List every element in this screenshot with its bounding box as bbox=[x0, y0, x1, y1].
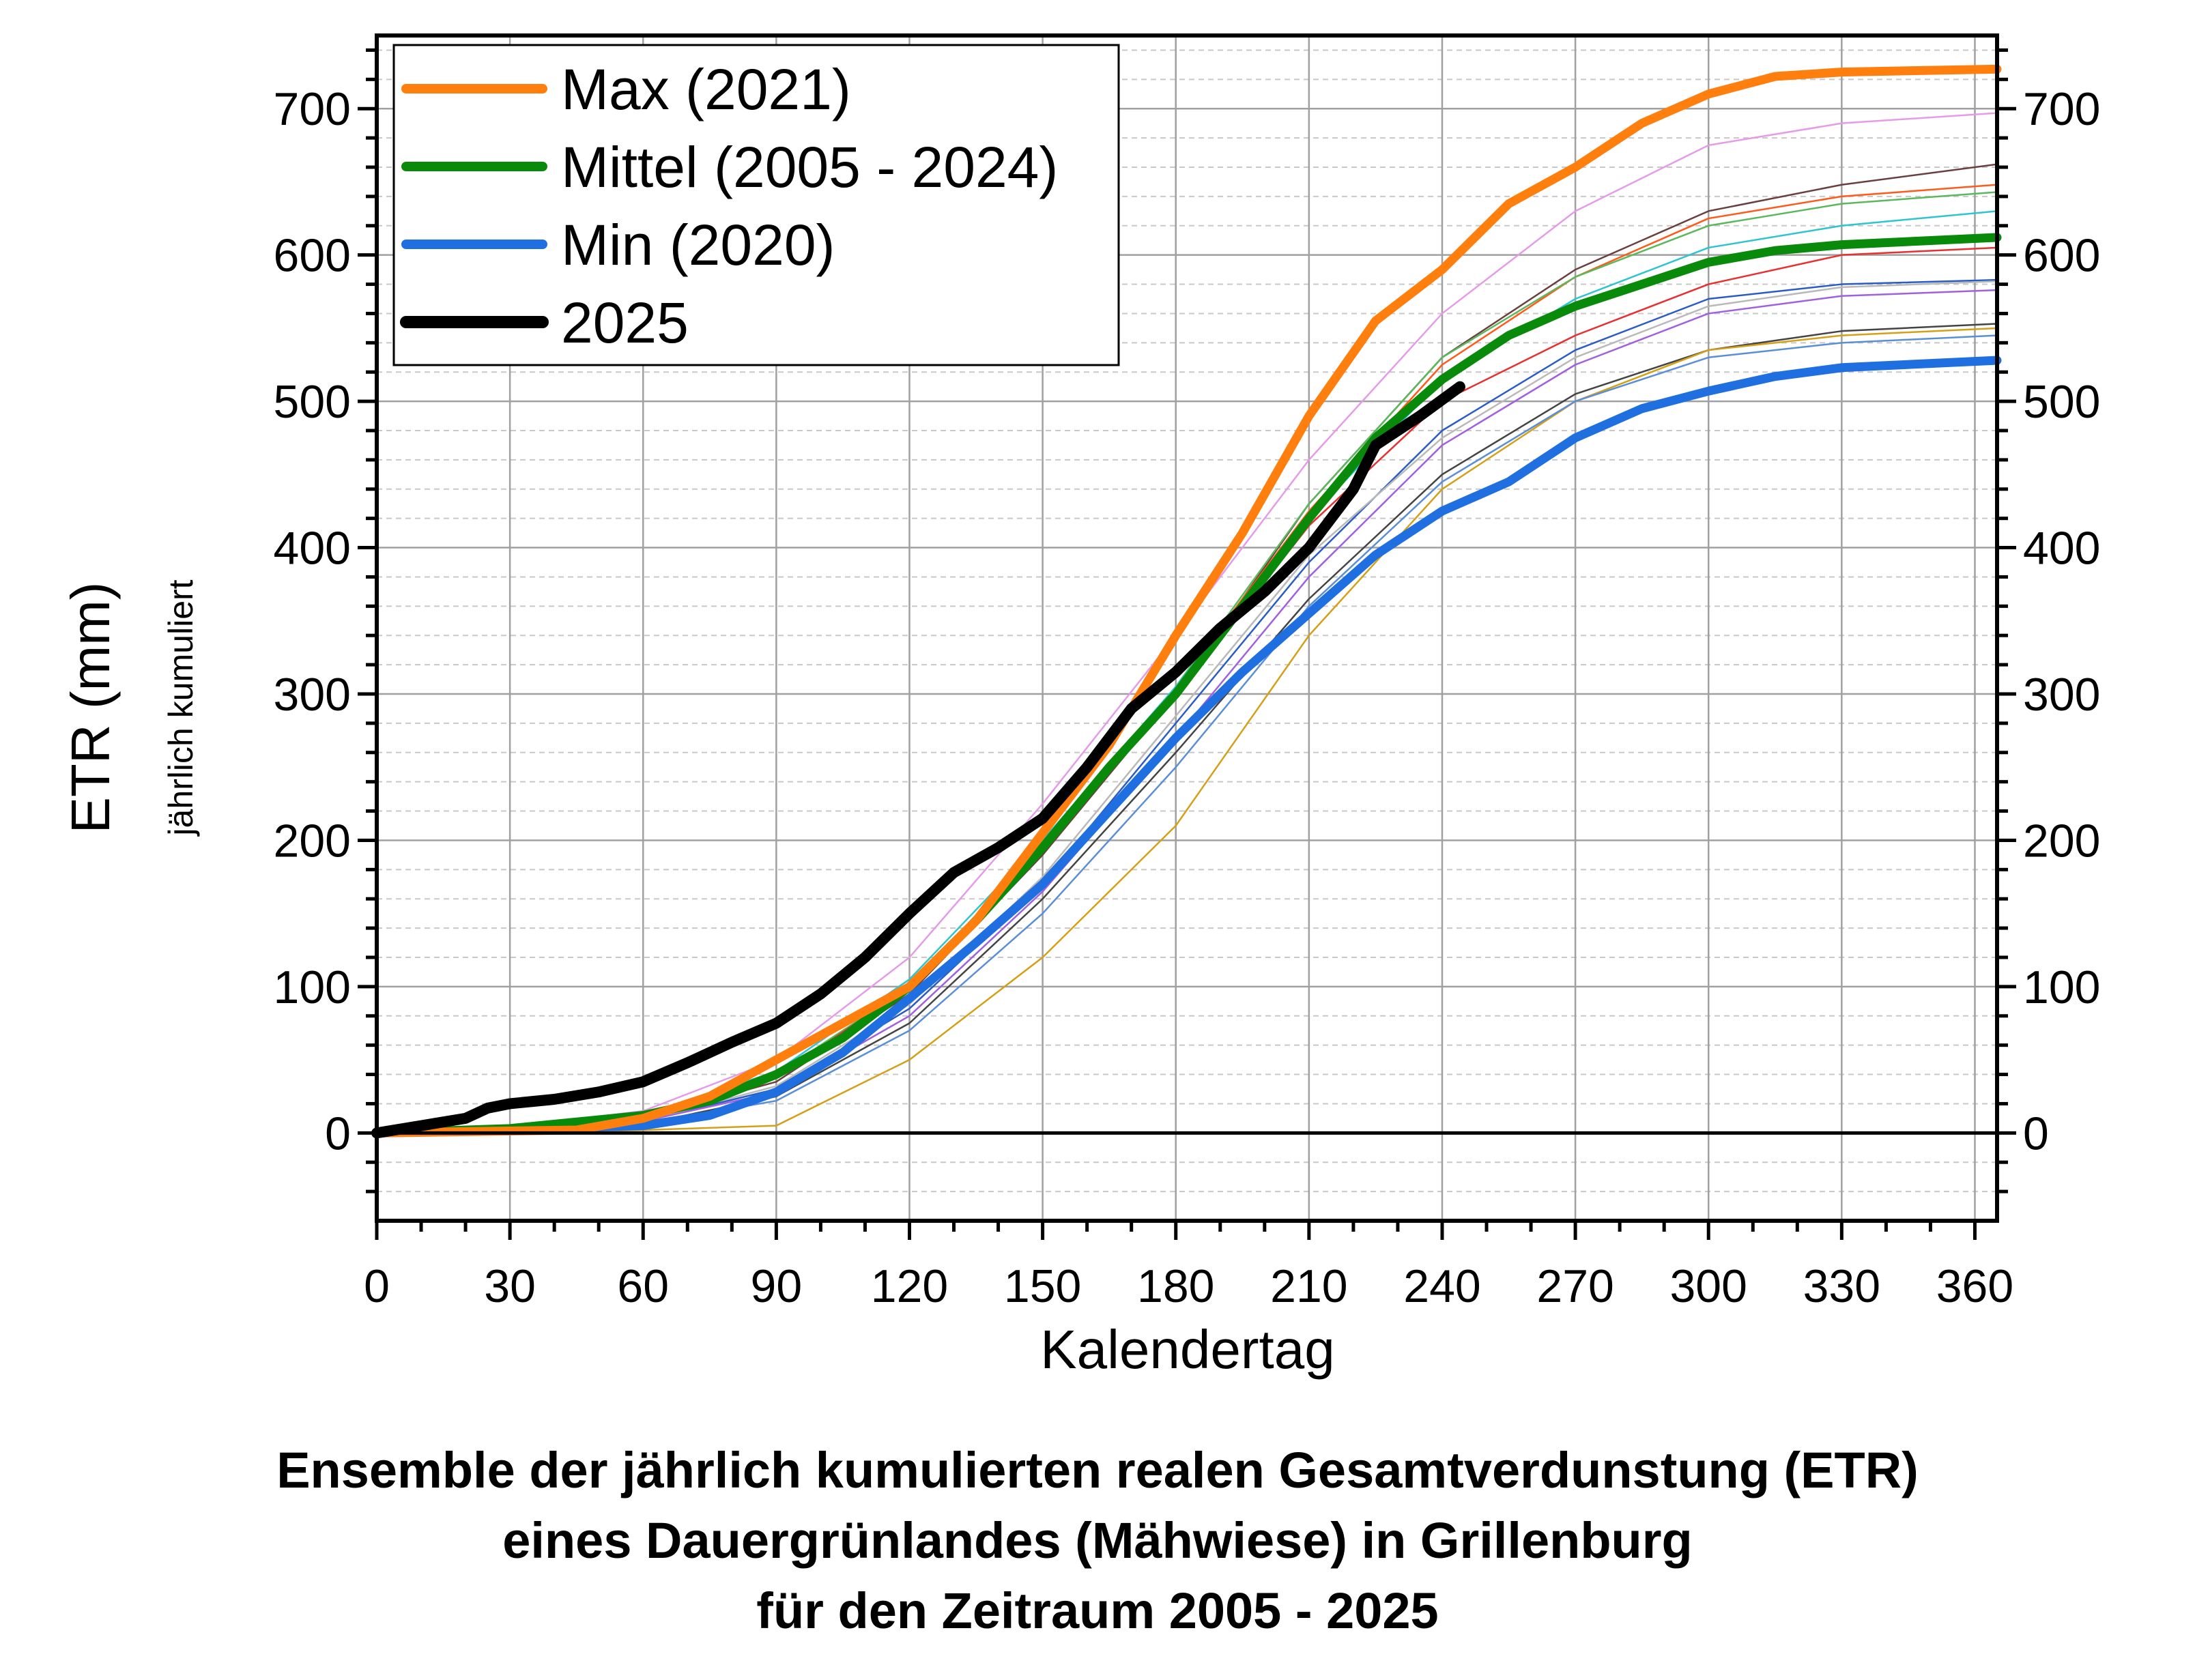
y-tick-label-left: 200 bbox=[274, 815, 351, 867]
y-tick-label-left: 600 bbox=[274, 230, 351, 282]
y-axis-sublabel: jährlich kumuliert bbox=[162, 579, 200, 837]
ensemble-line bbox=[376, 278, 1998, 1134]
chart-title-line-2: eines Dauergrünlandes (Mähwiese) in Gril… bbox=[502, 1512, 1692, 1569]
y-tick-label-left: 700 bbox=[274, 83, 351, 135]
x-tick-label: 90 bbox=[751, 1260, 803, 1312]
y-tick-label-right: 0 bbox=[2023, 1107, 2049, 1159]
x-tick-label: 210 bbox=[1270, 1260, 1347, 1312]
plot-frame bbox=[375, 33, 1999, 1223]
y-tick-label-left: 500 bbox=[274, 376, 351, 428]
chart-title-line-1: Ensemble der jährlich kumulierten realen… bbox=[276, 1442, 1919, 1498]
y-tick-label-right: 500 bbox=[2023, 376, 2100, 428]
legend-label: 2025 bbox=[561, 291, 689, 355]
ensemble-line bbox=[376, 334, 1998, 1134]
series-line-min-2020- bbox=[372, 356, 2002, 1138]
legend: Max (2021) Mittel (2005 - 2024) Min (2020)… bbox=[392, 44, 1120, 366]
legend-box bbox=[392, 44, 1120, 366]
x-tick-label: 120 bbox=[871, 1260, 948, 1312]
y-tick-label-right: 400 bbox=[2023, 523, 2100, 575]
legend-label: Min (2020) bbox=[561, 213, 835, 277]
main-series bbox=[371, 64, 2002, 1139]
legend-label: Mittel (2005 - 2024) bbox=[561, 135, 1058, 199]
y-tick-label-right: 700 bbox=[2023, 83, 2100, 135]
x-tick-label: 360 bbox=[1936, 1260, 2013, 1312]
tick-labels: 0 30 60 90 120 150 180 210 240 270 300 330 360 0 0 100 1… bbox=[274, 83, 2101, 1312]
y-tick-label-right: 100 bbox=[2023, 961, 2100, 1013]
series-line-mittel-2005-2024- bbox=[372, 233, 2002, 1138]
y-tick-label-right: 200 bbox=[2023, 815, 2100, 867]
y-tick-label-left: 300 bbox=[274, 669, 351, 721]
y-tick-label-right: 600 bbox=[2023, 230, 2100, 282]
axes bbox=[358, 33, 2016, 1240]
series-line-max-2021- bbox=[372, 64, 2002, 1138]
x-tick-label: 60 bbox=[617, 1260, 669, 1312]
x-tick-label: 300 bbox=[1669, 1260, 1747, 1312]
ensemble-line bbox=[376, 280, 1998, 1134]
y-tick-label-left: 0 bbox=[325, 1107, 351, 1159]
x-tick-label: 180 bbox=[1137, 1260, 1214, 1312]
x-tick-label: 30 bbox=[484, 1260, 536, 1312]
y-tick-label-left: 400 bbox=[274, 523, 351, 575]
grid bbox=[375, 35, 1997, 1221]
x-tick-label: 270 bbox=[1536, 1260, 1613, 1312]
y-axis-label: ETR (mm) bbox=[60, 582, 121, 834]
x-tick-label: 0 bbox=[364, 1260, 390, 1312]
ensemble-line bbox=[376, 289, 1998, 1134]
x-tick-label: 150 bbox=[1004, 1260, 1081, 1312]
legend-label: Max (2021) bbox=[561, 57, 851, 121]
x-tick-label: 240 bbox=[1403, 1260, 1480, 1312]
series-line-2025 bbox=[371, 381, 1466, 1139]
y-tick-label-left: 100 bbox=[274, 961, 351, 1013]
chart-title-line-3: für den Zeitraum 2005 - 2025 bbox=[756, 1582, 1438, 1639]
x-axis-label: Kalendertag bbox=[1040, 1319, 1334, 1380]
x-tick-label: 330 bbox=[1803, 1260, 1880, 1312]
y-tick-label-right: 300 bbox=[2023, 669, 2100, 721]
